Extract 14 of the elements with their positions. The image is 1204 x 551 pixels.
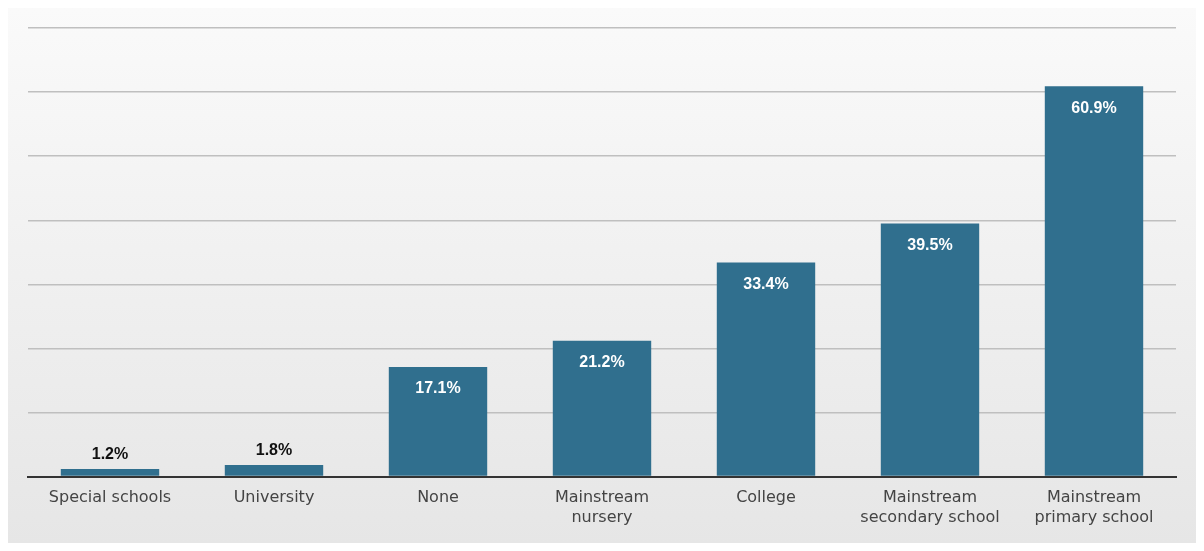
x-tick-label: Mainstream secondary school	[860, 487, 1000, 526]
data-label: 33.4%	[743, 274, 789, 292]
x-tick-label: University	[233, 487, 315, 507]
data-label: 21.2%	[579, 353, 625, 371]
x-tick-label: Mainstream nursery	[554, 487, 650, 526]
data-label: 1.8%	[255, 441, 293, 459]
x-tick-label: Special schools	[48, 487, 172, 507]
data-label: 1.2%	[91, 445, 129, 463]
x-tick-label: Mainstream primary school	[1034, 487, 1154, 526]
x-tick-label: College	[736, 487, 796, 507]
x-tick-label: None	[417, 487, 459, 507]
data-label: 17.1%	[415, 379, 461, 397]
data-label: 60.9%	[1071, 98, 1117, 116]
data-label: 39.5%	[907, 235, 953, 253]
